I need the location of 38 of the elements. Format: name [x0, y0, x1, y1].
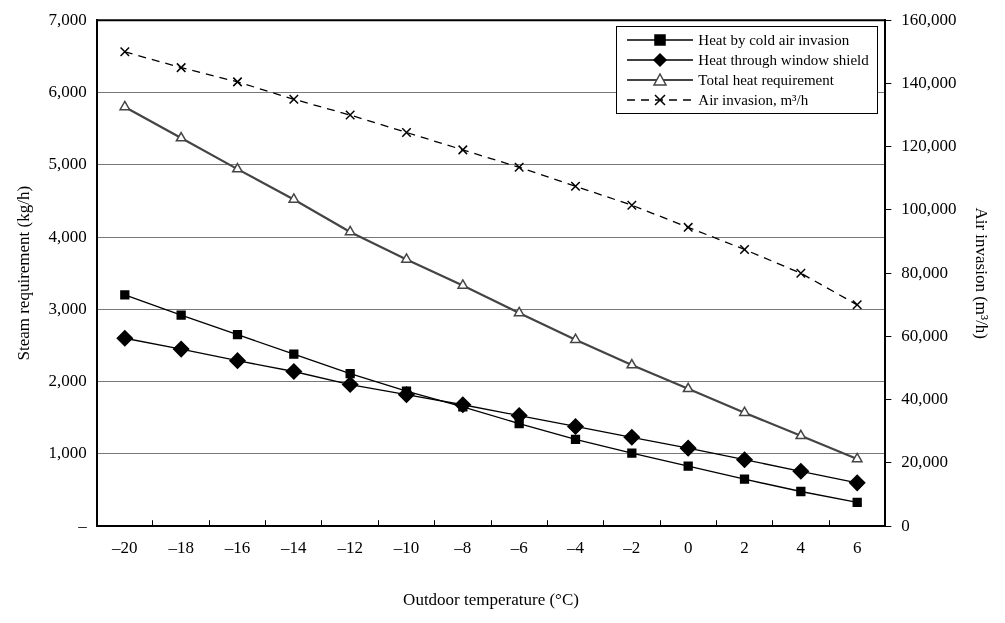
y2-tick-label: 160,000	[901, 9, 957, 29]
y-tick-label: 7,000	[48, 9, 87, 29]
y2-tick-label: 140,000	[901, 72, 957, 92]
x-tick-label: –6	[509, 537, 528, 557]
x-tick-label: –4	[566, 537, 585, 557]
x-tick-label: 2	[740, 537, 749, 557]
y2-tick-label: 40,000	[901, 389, 949, 409]
y-tick-label: 1,000	[48, 443, 87, 463]
x-tick-label: –20	[111, 537, 138, 557]
x-tick-label: 6	[852, 537, 862, 557]
x-tick-label: 4	[796, 537, 806, 557]
x-axis-title: Outdoor temperature (°C)	[403, 590, 579, 610]
y2-tick-label: 120,000	[901, 136, 957, 156]
x-tick-label: 0	[683, 537, 693, 557]
x-tick-label: –16	[223, 537, 251, 557]
legend-label: Total heat requirement	[698, 71, 834, 91]
y-tick-label: –	[77, 515, 88, 535]
legend-label: Heat by cold air invasion	[698, 31, 850, 51]
y2-tick-label: 20,000	[901, 452, 949, 472]
x-tick-label: –10	[392, 537, 420, 557]
x-tick-label: –18	[167, 537, 194, 557]
legend-label: Heat through window shield	[698, 51, 869, 71]
x-tick-label: –14	[280, 537, 308, 557]
y-tick-label: 4,000	[48, 226, 87, 246]
y-tick-label: 2,000	[48, 371, 87, 391]
y-tick-label: 3,000	[48, 298, 87, 318]
x-tick-label: –8	[453, 537, 472, 557]
y-axis-title: Steam requirement (kg/h)	[13, 185, 33, 361]
y2-tick-label: 80,000	[901, 262, 949, 282]
y-tick-label: 5,000	[48, 154, 87, 174]
y-tick-label: 6,000	[48, 81, 87, 101]
y2-axis-title: Air invasion (m³/h)	[972, 207, 992, 340]
y2-tick-label: 100,000	[901, 199, 957, 219]
legend-label: Air invasion, m³/h	[698, 91, 809, 111]
x-tick-label: –12	[336, 537, 363, 557]
y2-tick-label: 0	[901, 515, 910, 535]
y2-tick-label: 60,000	[901, 325, 949, 345]
x-tick-label: –2	[622, 537, 641, 557]
